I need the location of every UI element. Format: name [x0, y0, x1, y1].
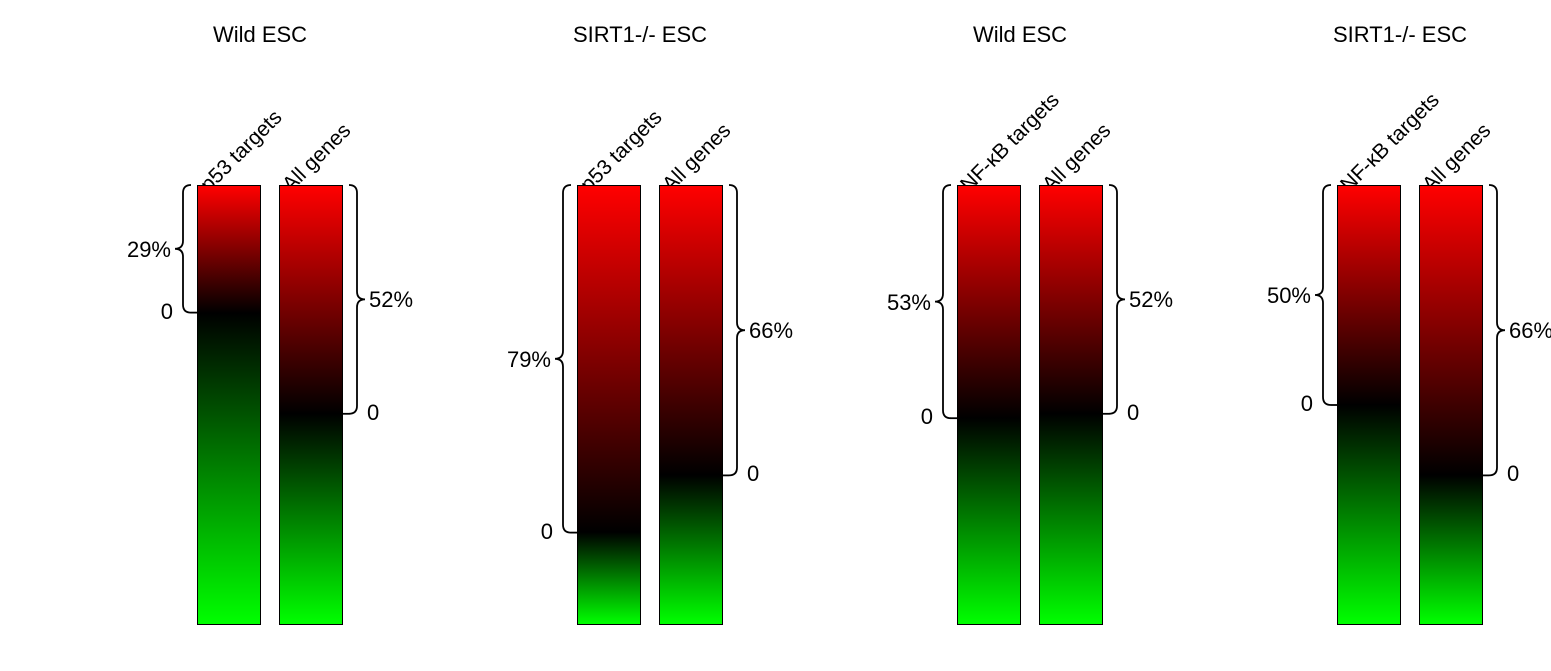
percent-label: 50% — [1267, 283, 1311, 309]
percent-label: 29% — [127, 237, 171, 263]
zero-label: 0 — [1507, 461, 1519, 487]
heat-bar — [659, 185, 723, 625]
panel: Wild ESCNF-κB targets53%0All genes52%0 — [840, 0, 1200, 671]
zero-label: 0 — [921, 404, 933, 430]
heat-bar — [1039, 185, 1103, 625]
zero-label: 0 — [367, 400, 379, 426]
heat-bar — [957, 185, 1021, 625]
panel: Wild ESCp53 targets29%0All genes52%0 — [80, 0, 440, 671]
zero-label: 0 — [161, 299, 173, 325]
heat-bar — [1419, 185, 1483, 625]
zero-label: 0 — [541, 519, 553, 545]
heat-bar — [279, 185, 343, 625]
percent-label: 52% — [1129, 287, 1173, 313]
zero-label: 0 — [747, 461, 759, 487]
percent-label: 52% — [369, 287, 413, 313]
heat-bar — [1337, 185, 1401, 625]
panel: SIRT1-/- ESCp53 targets79%0All genes66%0 — [460, 0, 820, 671]
heat-bar — [577, 185, 641, 625]
zero-label: 0 — [1301, 391, 1313, 417]
zero-label: 0 — [1127, 400, 1139, 426]
percent-label: 79% — [507, 347, 551, 373]
panel: SIRT1-/- ESCNF-κB targets50%0All genes66… — [1220, 0, 1551, 671]
percent-label: 53% — [887, 290, 931, 316]
percent-label: 66% — [1509, 318, 1551, 344]
heat-bar — [197, 185, 261, 625]
percent-label: 66% — [749, 318, 793, 344]
